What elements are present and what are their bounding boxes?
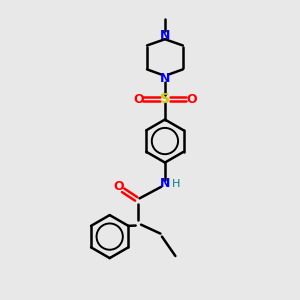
Text: N: N [160, 28, 170, 41]
Text: N: N [160, 72, 170, 85]
Text: S: S [160, 92, 170, 106]
Text: O: O [133, 93, 144, 106]
Text: O: O [186, 93, 196, 106]
Text: N: N [160, 177, 170, 190]
Text: H: H [172, 179, 181, 189]
Text: O: O [113, 180, 124, 193]
